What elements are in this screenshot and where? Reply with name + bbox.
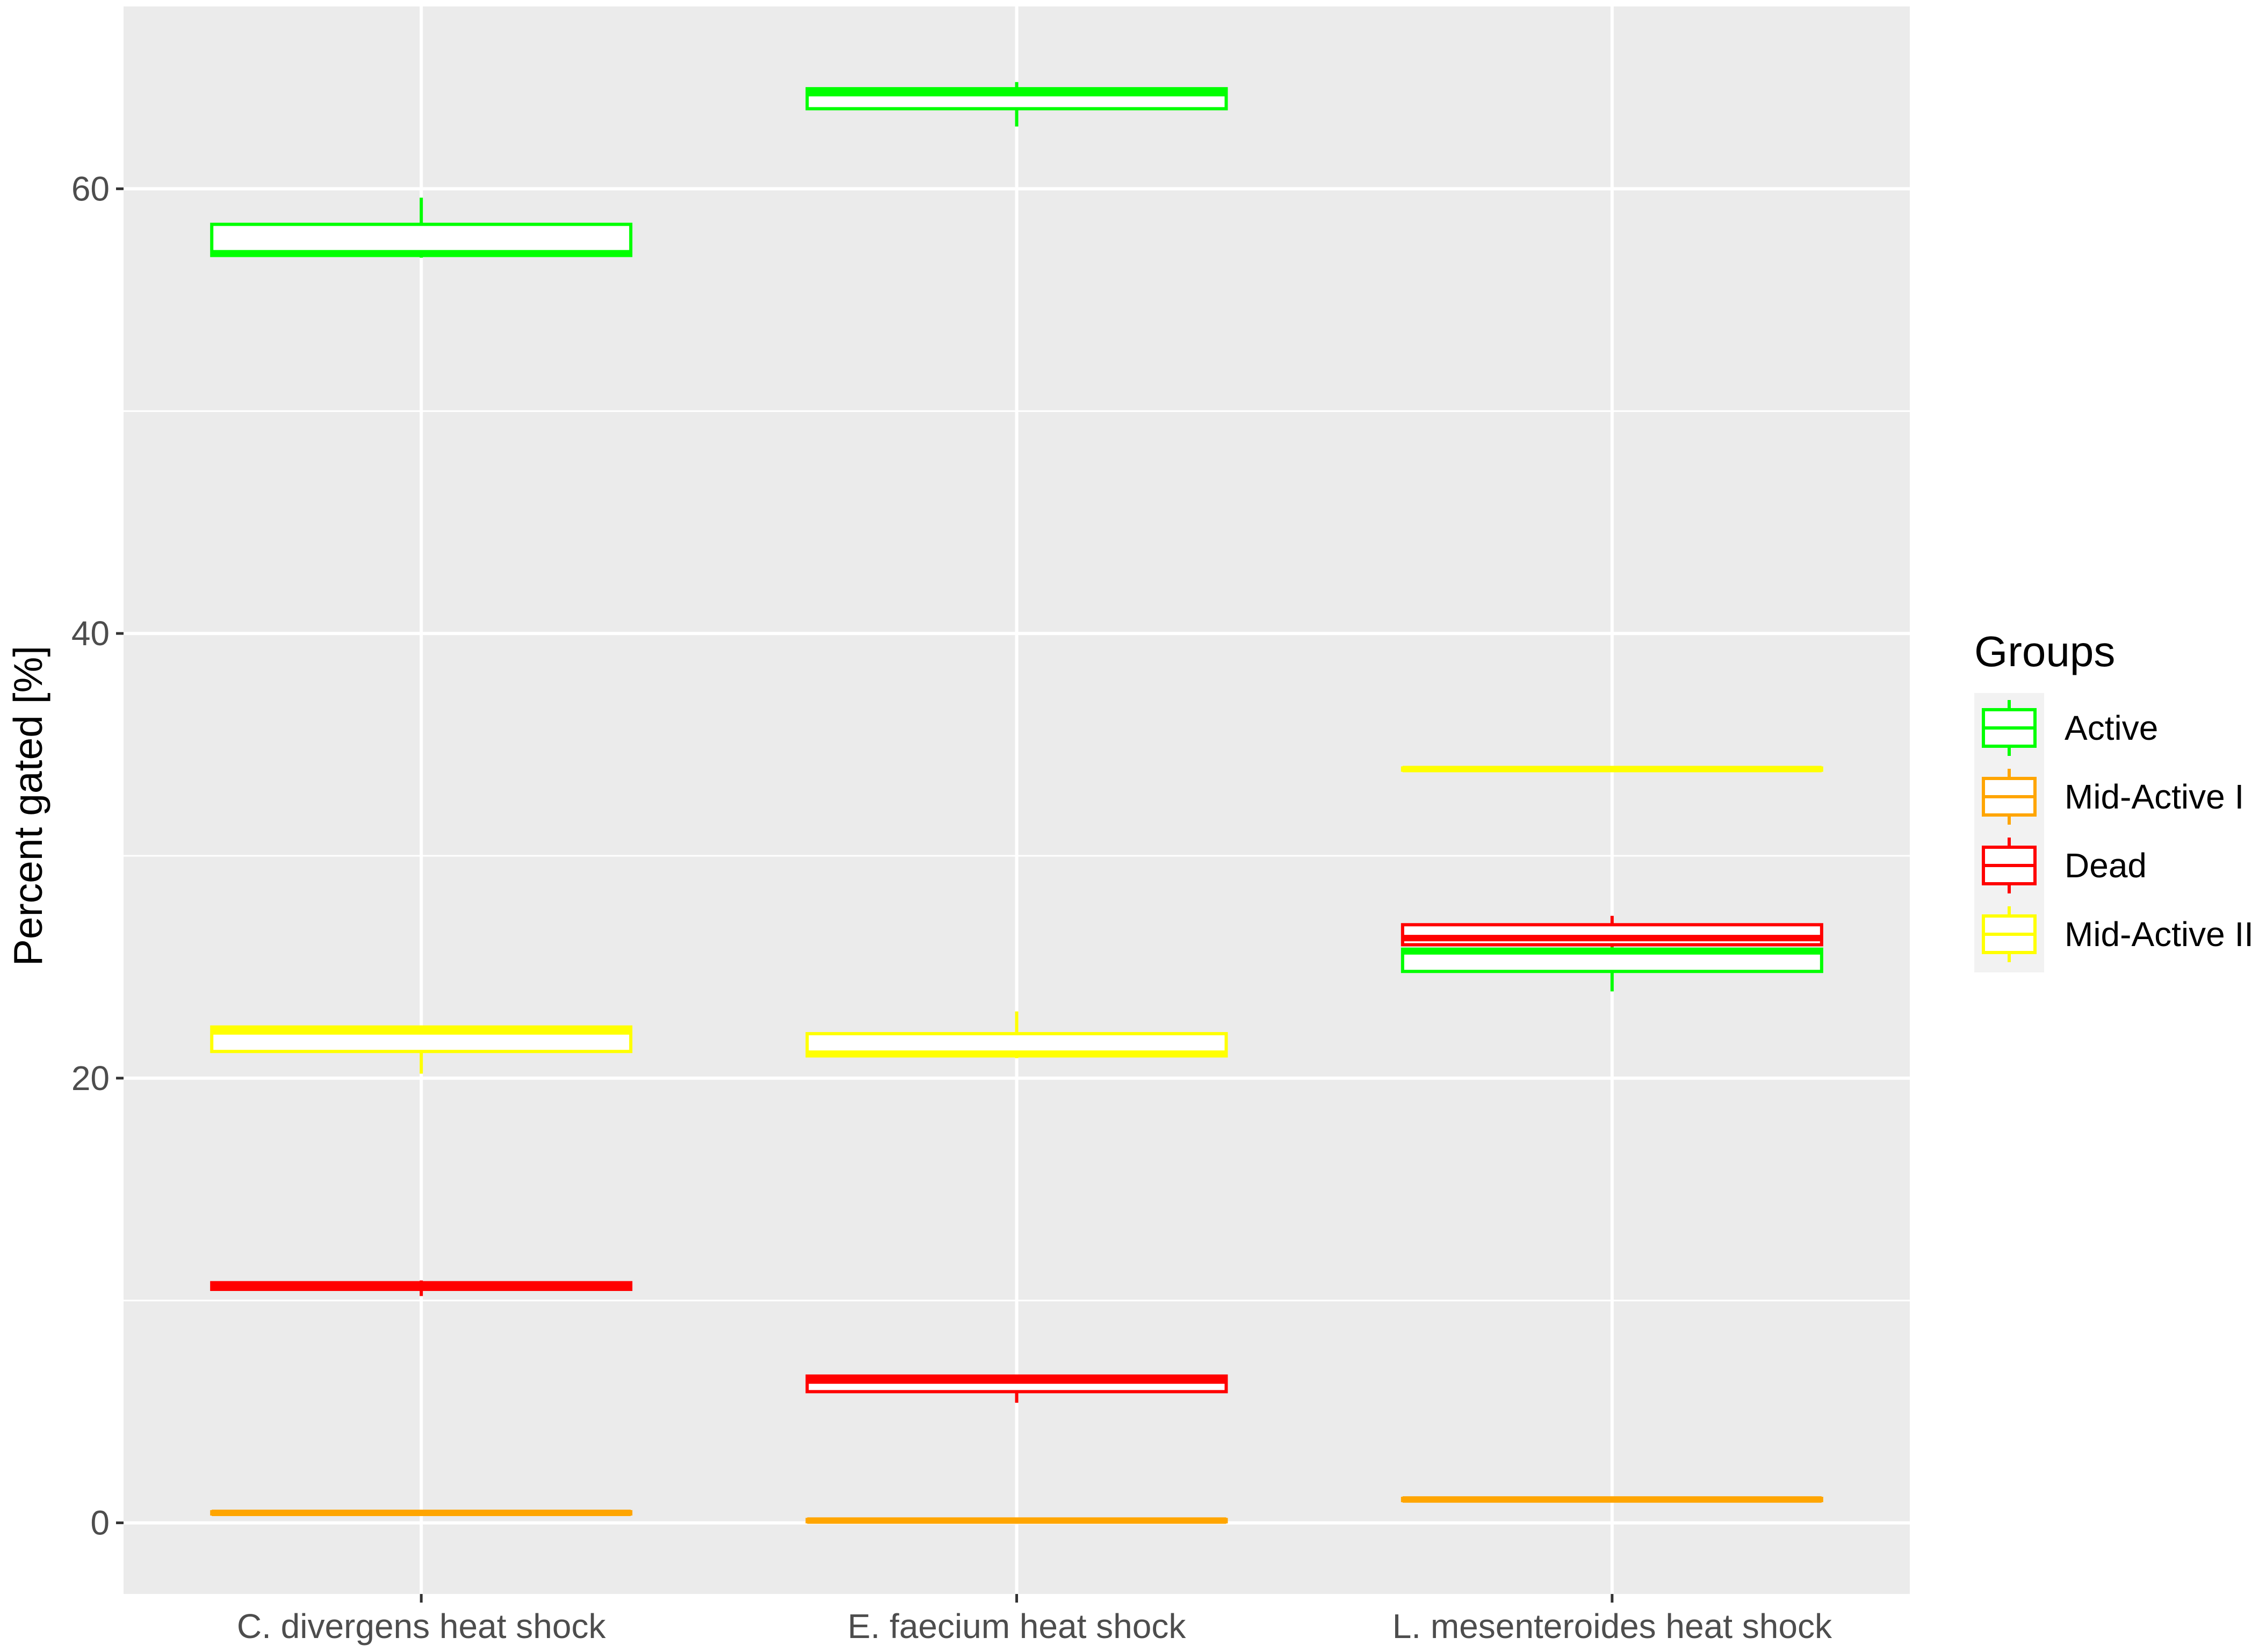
legend: Groups Active Mid-Active I Dead Mid-Active … <box>1974 627 2254 972</box>
x-tick-label: E. faecium heat shock <box>848 1607 1187 1646</box>
box-dead <box>1401 915 1823 947</box>
box-mid-active-i <box>1401 1496 1823 1503</box>
box-active <box>210 197 633 258</box>
box-dead <box>805 1374 1228 1403</box>
y-axis: 0 20 40 60 <box>71 169 124 1542</box>
y-tick-label: 60 <box>71 169 110 208</box>
legend-label: Mid-Active II <box>2065 915 2254 954</box>
legend-label: Dead <box>2065 846 2147 885</box>
box-mid-active-ii <box>210 1025 633 1074</box>
x-tick-label: C. divergens heat shock <box>237 1607 607 1646</box>
box-series <box>210 82 1823 1524</box>
grid-lines <box>124 6 1910 1594</box>
box-dead <box>210 1280 633 1296</box>
box-mid-active-ii <box>1401 766 1823 773</box>
legend-item: Active <box>1982 700 2158 756</box>
y-tick-label: 0 <box>90 1504 110 1542</box>
box-active <box>1401 947 1823 992</box>
x-tick-label: L. mesenteroides heat shock <box>1392 1607 1832 1646</box>
y-tick-label: 40 <box>71 614 110 653</box>
box-active <box>805 82 1228 127</box>
box-mid-active-ii <box>805 1011 1228 1058</box>
box-mid-active-i <box>210 1509 633 1516</box>
legend-item: Dead <box>1982 838 2147 893</box>
y-tick-label: 20 <box>71 1059 110 1098</box>
box-mid-active-i <box>805 1517 1228 1524</box>
legend-item: Mid-Active I <box>1982 769 2244 825</box>
legend-label: Active <box>2065 709 2158 747</box>
legend-item: Mid-Active II <box>1982 906 2254 962</box>
box-body <box>1401 923 1823 947</box>
legend-label: Mid-Active I <box>2065 777 2244 816</box>
x-axis: C. divergens heat shock E. faecium heat s… <box>237 1594 1832 1646</box>
y-axis-title: Percent gated [%] <box>5 646 50 966</box>
legend-title: Groups <box>1974 627 2115 675</box>
